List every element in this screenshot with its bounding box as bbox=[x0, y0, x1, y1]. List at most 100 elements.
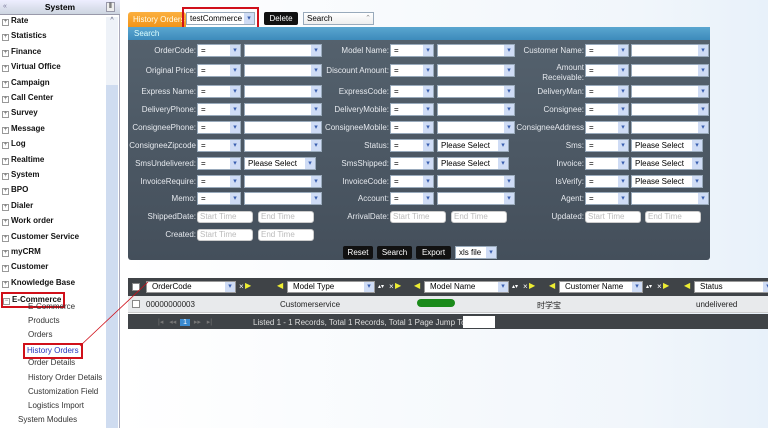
move-right-icon[interactable]: ▶ bbox=[395, 281, 402, 290]
delete-button[interactable]: Delete bbox=[264, 12, 298, 25]
value-field-status[interactable]: Please Select ▾ bbox=[437, 139, 509, 152]
sidebar-item-rate[interactable]: + Rate bbox=[2, 15, 28, 27]
operator-select-isverify[interactable]: = ▾ bbox=[585, 175, 629, 188]
expand-icon[interactable]: + bbox=[2, 219, 9, 227]
expand-icon[interactable]: + bbox=[2, 142, 9, 150]
end-time-shippeddate[interactable]: End Time bbox=[258, 211, 314, 223]
operator-select-memo[interactable]: = ▾ bbox=[197, 192, 241, 205]
move-right-icon[interactable]: ▶ bbox=[663, 281, 670, 290]
value-field-model-name[interactable]: ▾ bbox=[437, 44, 515, 57]
value-field-deliveryman[interactable]: ▾ bbox=[631, 85, 709, 98]
operator-select-agent[interactable]: = ▾ bbox=[585, 192, 629, 205]
operator-select-sms[interactable]: = ▾ bbox=[585, 139, 629, 152]
sidebar-item-virtual-office[interactable]: + Virtual Office bbox=[2, 61, 61, 73]
expand-icon[interactable]: + bbox=[2, 34, 9, 42]
first-page-icon[interactable]: |◂ bbox=[158, 319, 164, 326]
sidebar-item-work-order[interactable]: + Work order bbox=[2, 215, 54, 227]
value-field-smsundelivered[interactable]: Please Select ▾ bbox=[244, 157, 316, 170]
double-chevron-left-icon[interactable]: « bbox=[3, 3, 7, 10]
value-field-invoicecode[interactable]: ▾ bbox=[437, 175, 515, 188]
last-page-icon[interactable]: ▸| bbox=[206, 319, 213, 326]
operator-select-invoicerequire[interactable]: = ▾ bbox=[197, 175, 241, 188]
operator-select-express-name[interactable]: = ▾ bbox=[197, 85, 241, 98]
remove-column-icon[interactable]: × bbox=[657, 282, 662, 291]
move-left-icon[interactable]: ◀ bbox=[277, 281, 284, 290]
sidebar-item-mycrm[interactable]: + myCRM bbox=[2, 246, 41, 258]
current-page[interactable]: 1 bbox=[180, 319, 191, 326]
operator-select-original-price[interactable]: = ▾ bbox=[197, 64, 241, 77]
sidebar-item-system-modules[interactable]: System Modules bbox=[18, 415, 78, 424]
move-left-icon[interactable]: ◀ bbox=[414, 281, 421, 290]
sort-icon[interactable]: ▴▾ bbox=[512, 284, 519, 290]
value-field-memo[interactable]: ▾ bbox=[244, 192, 322, 205]
start-time-created[interactable]: Start Time bbox=[197, 229, 253, 241]
search-toggle-select[interactable]: Search ⌃ bbox=[303, 12, 374, 25]
sidebar-item-message[interactable]: + Message bbox=[2, 123, 45, 135]
value-field-express-name[interactable]: ▾ bbox=[244, 85, 322, 98]
value-field-account[interactable]: ▾ bbox=[437, 192, 515, 205]
move-right-icon[interactable]: ▶ bbox=[529, 281, 536, 290]
module-select[interactable]: testCommerce ▾ bbox=[186, 12, 255, 25]
value-field-ordercode[interactable]: ▾ bbox=[244, 44, 322, 57]
expand-icon[interactable]: + bbox=[2, 234, 9, 242]
sidebar-item-realtime[interactable]: + Realtime bbox=[2, 154, 44, 166]
sidebar-scroll-thumb[interactable] bbox=[106, 85, 118, 428]
sort-icon[interactable]: ▴▾ bbox=[646, 284, 653, 290]
operator-select-deliveryphone[interactable]: = ▾ bbox=[197, 103, 241, 116]
expand-icon[interactable]: + bbox=[2, 126, 9, 134]
value-field-consigneephone[interactable]: ▾ bbox=[244, 121, 322, 134]
value-field-consignee[interactable]: ▾ bbox=[631, 103, 709, 116]
value-field-original-price[interactable]: ▾ bbox=[244, 64, 322, 77]
operator-select-invoice[interactable]: = ▾ bbox=[585, 157, 629, 170]
sidebar-item-knowledge-base[interactable]: + Knowledge Base bbox=[2, 277, 75, 289]
sidebar-subitem-history-orders[interactable]: History Orders bbox=[23, 343, 83, 360]
start-time-shippeddate[interactable]: Start Time bbox=[197, 211, 253, 223]
operator-select-customer-name[interactable]: = ▾ bbox=[585, 44, 629, 57]
sidebar-item-survey[interactable]: + Survey bbox=[2, 107, 38, 119]
operator-select-invoicecode[interactable]: = ▾ bbox=[390, 175, 434, 188]
operator-select-consigneeaddress[interactable]: = ▾ bbox=[585, 121, 629, 134]
end-time-created[interactable]: End Time bbox=[258, 229, 314, 241]
export-button[interactable]: Export bbox=[416, 246, 451, 259]
value-field-discount-amount[interactable]: ▾ bbox=[437, 64, 515, 77]
sidebar-subitem-customization-field[interactable]: Customization Field bbox=[28, 386, 99, 396]
column-header-model-name[interactable]: Model Name ▾ bbox=[424, 281, 509, 293]
move-right-icon[interactable]: ▶ bbox=[245, 281, 252, 290]
expand-icon[interactable]: + bbox=[2, 280, 9, 288]
operator-select-ordercode[interactable]: = ▾ bbox=[197, 44, 241, 57]
operator-select-deliverymobile[interactable]: = ▾ bbox=[390, 103, 434, 116]
sidebar-item-bpo[interactable]: + BPO bbox=[2, 184, 28, 196]
expand-icon[interactable]: + bbox=[2, 19, 9, 26]
operator-select-deliveryman[interactable]: = ▾ bbox=[585, 85, 629, 98]
expand-icon[interactable]: + bbox=[2, 157, 9, 165]
operator-select-consignee[interactable]: = ▾ bbox=[585, 103, 629, 116]
expand-icon[interactable]: + bbox=[2, 188, 9, 196]
value-field-isverify[interactable]: Please Select ▾ bbox=[631, 175, 703, 188]
expand-icon[interactable]: + bbox=[2, 80, 9, 88]
end-time-arrivaldate[interactable]: End Time bbox=[451, 211, 507, 223]
remove-column-icon[interactable]: × bbox=[523, 282, 528, 291]
sidebar-item-statistics[interactable]: + Statistics bbox=[2, 30, 47, 42]
sidebar-item-e-commerce[interactable]: − E-Commerce bbox=[1, 292, 66, 309]
reset-button[interactable]: Reset bbox=[343, 246, 373, 259]
search-button[interactable]: Search bbox=[377, 246, 412, 259]
operator-select-model-name[interactable]: = ▾ bbox=[390, 44, 434, 57]
operator-select-consigneezipcode[interactable]: = ▾ bbox=[197, 139, 241, 152]
expand-icon[interactable]: + bbox=[2, 49, 9, 57]
column-header-ordercode[interactable]: OrderCode ▾ bbox=[146, 281, 236, 293]
expand-icon[interactable]: + bbox=[2, 203, 9, 211]
sort-icon[interactable]: ▴▾ bbox=[378, 284, 385, 290]
sidebar-subitem-logistics-import[interactable]: Logistics Import bbox=[28, 400, 85, 410]
value-field-deliveryphone[interactable]: ▾ bbox=[244, 103, 322, 116]
sidebar-item-dialer[interactable]: + Dialer bbox=[2, 200, 33, 212]
sidebar-subitem-history-order-details[interactable]: History Order Details bbox=[28, 372, 103, 382]
column-header-status[interactable]: Status ▾ bbox=[694, 281, 768, 293]
expand-icon[interactable]: + bbox=[2, 65, 9, 73]
move-left-icon[interactable]: ◀ bbox=[549, 281, 556, 290]
sidebar-subitem-order-details[interactable]: Order Details bbox=[28, 358, 76, 368]
remove-column-icon[interactable]: × bbox=[389, 282, 394, 291]
value-field-smsshipped[interactable]: Please Select ▾ bbox=[437, 157, 509, 170]
start-time-updated[interactable]: Start Time bbox=[585, 211, 641, 223]
operator-select-discount-amount[interactable]: = ▾ bbox=[390, 64, 434, 77]
sidebar-item-log[interactable]: + Log bbox=[2, 138, 26, 150]
